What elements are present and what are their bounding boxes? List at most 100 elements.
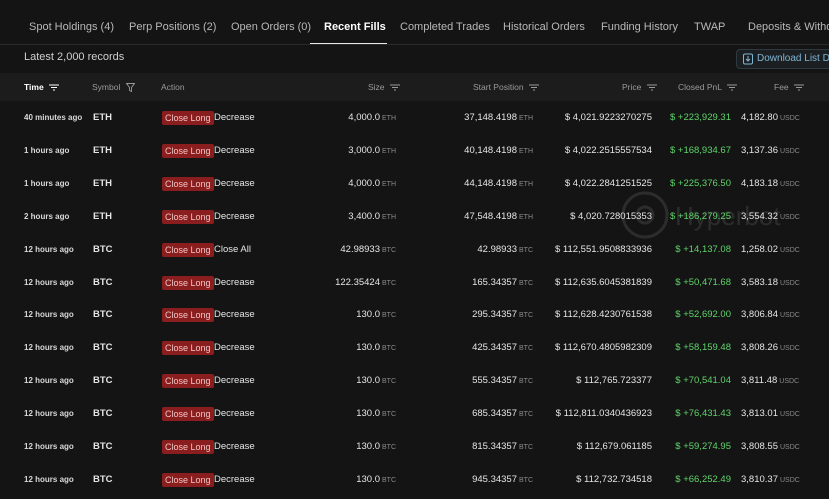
- fill-size: 122.35424 BTC: [335, 266, 396, 299]
- fee-unit: USDC: [779, 247, 800, 254]
- table-row[interactable]: 12 hours ago BTC Close Long Decrease 130…: [0, 430, 829, 463]
- fill-action: Decrease: [214, 375, 255, 386]
- fill-start-position: 685.34357 BTC: [472, 397, 533, 430]
- fill-time: 12 hours ago: [24, 475, 74, 484]
- column-header-time[interactable]: Time: [24, 73, 60, 101]
- close-long-badge: Close Long: [162, 177, 214, 191]
- table-row[interactable]: 12 hours ago BTC Close Long Decrease 122…: [0, 266, 829, 299]
- close-long-badge: Close Long: [162, 473, 214, 487]
- size-value: 4,000.0: [348, 112, 380, 123]
- size-value: 130.0: [356, 375, 380, 386]
- fill-symbol[interactable]: BTC: [93, 408, 113, 419]
- start-value: 295.34357: [472, 309, 517, 320]
- column-header-start-position[interactable]: Start Position: [473, 73, 539, 101]
- table-row[interactable]: 12 hours ago BTC Close Long Decrease 130…: [0, 397, 829, 430]
- column-header-size[interactable]: Size: [368, 73, 400, 101]
- fill-start-position: 555.34357 BTC: [472, 364, 533, 397]
- fill-fee: 3,137.36 USDC: [741, 134, 800, 167]
- fee-value: 3,813.01: [741, 408, 778, 419]
- fill-size: 3,000.0 ETH: [348, 134, 396, 167]
- start-unit: ETH: [519, 115, 533, 122]
- column-header-closed-pnl[interactable]: Closed PnL: [678, 73, 738, 101]
- sort-icon: [794, 84, 805, 91]
- watermark-text: Hyperbot: [675, 201, 781, 231]
- fill-symbol[interactable]: BTC: [93, 309, 113, 320]
- fill-symbol[interactable]: BTC: [93, 277, 113, 288]
- tab-recent-fills[interactable]: Recent Fills: [324, 21, 386, 33]
- table-row[interactable]: 12 hours ago BTC Close Long Decrease 130…: [0, 298, 829, 331]
- fee-unit: USDC: [779, 477, 800, 484]
- fill-symbol[interactable]: BTC: [93, 375, 113, 386]
- table-row[interactable]: 40 minutes ago ETH Close Long Decrease 4…: [0, 101, 829, 134]
- fill-symbol[interactable]: ETH: [93, 145, 112, 156]
- fill-symbol[interactable]: ETH: [93, 211, 112, 222]
- fill-start-position: 44,148.4198 ETH: [464, 167, 533, 200]
- column-header-price[interactable]: Price: [622, 73, 657, 101]
- size-value: 130.0: [356, 441, 380, 452]
- start-unit: BTC: [519, 280, 533, 287]
- fill-start-position: 945.34357 BTC: [472, 463, 533, 496]
- fill-closed-pnl: $ +186,279.25: [669, 211, 731, 222]
- tab-completed-trades[interactable]: Completed Trades: [400, 21, 490, 33]
- column-header-symbol[interactable]: Symbol: [92, 73, 135, 101]
- size-unit: BTC: [382, 345, 396, 352]
- size-value: 122.35424: [335, 277, 380, 288]
- table-row[interactable]: 12 hours ago BTC Close Long Decrease 130…: [0, 364, 829, 397]
- start-value: 425.34357: [472, 342, 517, 353]
- tab-open-orders[interactable]: Open Orders (0): [231, 21, 312, 33]
- fill-symbol[interactable]: ETH: [93, 178, 112, 189]
- fee-value: 3,808.55: [741, 441, 778, 452]
- tab-bar: Spot Holdings (4) Perp Positions (2) Ope…: [0, 0, 829, 45]
- table-row[interactable]: 1 hours ago ETH Close Long Decrease 4,00…: [0, 167, 829, 200]
- size-unit: ETH: [382, 181, 396, 188]
- size-unit: BTC: [382, 411, 396, 418]
- fill-price: $ 112,635.6045381839: [554, 277, 652, 288]
- start-value: 40,148.4198: [464, 145, 517, 156]
- fill-symbol[interactable]: BTC: [93, 244, 113, 255]
- fee-value: 3,137.36: [741, 145, 778, 156]
- download-list-button[interactable]: Download List Data: [736, 49, 829, 69]
- fill-action: Decrease: [214, 112, 255, 123]
- column-label: Price: [622, 82, 642, 92]
- tab-spot-holdings[interactable]: Spot Holdings (4): [29, 21, 114, 33]
- fill-symbol[interactable]: BTC: [93, 342, 113, 353]
- fill-fee: 3,810.37 USDC: [741, 463, 800, 496]
- fill-fee: 3,583.18 USDC: [741, 266, 800, 299]
- table-row[interactable]: 2 hours ago ETH Close Long Decrease 3,40…: [0, 200, 829, 233]
- size-value: 130.0: [356, 474, 380, 485]
- fill-start-position: 165.34357 BTC: [472, 266, 533, 299]
- fee-value: 3,811.48: [741, 375, 778, 386]
- fill-start-position: 295.34357 BTC: [472, 298, 533, 331]
- tab-perp-positions[interactable]: Perp Positions (2): [129, 21, 217, 33]
- tab-deposits-withdrawals[interactable]: Deposits & Withdrawals: [748, 21, 829, 33]
- size-value: 42.98933: [340, 244, 380, 255]
- table-row[interactable]: 12 hours ago BTC Close Long Close All 42…: [0, 233, 829, 266]
- fill-action: Decrease: [214, 178, 255, 189]
- fee-value: 3,583.18: [741, 277, 778, 288]
- table-row[interactable]: 12 hours ago BTC Close Long Decrease 130…: [0, 463, 829, 496]
- tab-twap[interactable]: TWAP: [694, 21, 726, 33]
- fee-unit: USDC: [779, 411, 800, 418]
- tab-funding-history[interactable]: Funding History: [601, 21, 679, 33]
- column-header-action: Action: [161, 82, 185, 92]
- close-long-badge: Close Long: [162, 111, 214, 125]
- table-row[interactable]: 1 hours ago ETH Close Long Decrease 3,00…: [0, 134, 829, 167]
- fee-unit: USDC: [779, 181, 800, 188]
- fill-symbol[interactable]: BTC: [93, 441, 113, 452]
- tab-historical-orders[interactable]: Historical Orders: [503, 21, 585, 33]
- fee-unit: USDC: [779, 115, 800, 122]
- table-row[interactable]: 12 hours ago BTC Close Long Decrease 130…: [0, 331, 829, 364]
- fill-symbol[interactable]: ETH: [93, 112, 112, 123]
- fill-time: 12 hours ago: [24, 310, 74, 319]
- fill-price: $ 4,022.2515557534: [564, 145, 652, 156]
- size-unit: ETH: [382, 115, 396, 122]
- column-header-fee[interactable]: Fee: [774, 73, 805, 101]
- fill-symbol[interactable]: BTC: [93, 474, 113, 485]
- fill-time: 40 minutes ago: [24, 113, 83, 122]
- close-long-badge: Close Long: [162, 276, 214, 290]
- fill-closed-pnl: $ +225,376.50: [669, 178, 731, 189]
- fill-size: 130.0 BTC: [356, 430, 396, 463]
- sort-icon: [49, 84, 60, 91]
- fill-size: 42.98933 BTC: [340, 233, 396, 266]
- start-unit: BTC: [519, 411, 533, 418]
